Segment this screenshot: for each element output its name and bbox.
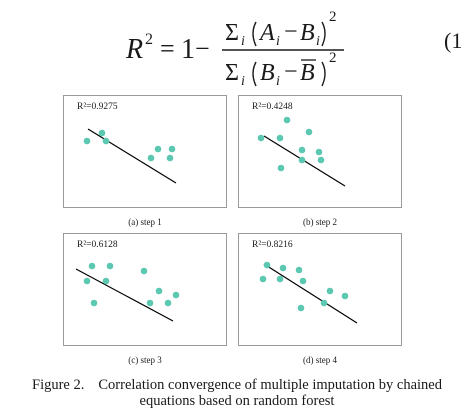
data-point bbox=[276, 275, 284, 283]
data-point bbox=[102, 277, 110, 285]
panel-step-3: R²=0.6128 bbox=[63, 233, 227, 346]
eq-equals: = bbox=[160, 34, 175, 63]
eq-one: 1 bbox=[181, 34, 195, 65]
regression-line bbox=[75, 268, 174, 322]
eq-minus: − bbox=[195, 34, 210, 63]
eq-lhs: R bbox=[125, 34, 143, 65]
eq-num-rparen bbox=[321, 21, 326, 47]
data-point bbox=[276, 134, 284, 142]
scatter-plot bbox=[257, 116, 346, 187]
data-point bbox=[277, 164, 285, 172]
panel-caption: (b) step 2 bbox=[303, 217, 337, 227]
panel-step-2: R²=0.4248 bbox=[238, 95, 402, 208]
eq-num-sup: 2 bbox=[329, 9, 337, 25]
figure-caption-line1: Correlation convergence of multiple impu… bbox=[98, 377, 442, 393]
panel-caption: (a) step 1 bbox=[128, 217, 162, 227]
figure-caption-line2: equations based on random forest bbox=[139, 393, 335, 409]
data-point bbox=[305, 128, 313, 136]
panel-caption: (c) step 3 bbox=[128, 355, 162, 365]
eq-num-sum-sub: i bbox=[241, 34, 245, 49]
data-point bbox=[295, 266, 303, 274]
data-point bbox=[146, 299, 154, 307]
points bbox=[83, 129, 176, 162]
eq-num-A: A bbox=[258, 20, 275, 46]
eq-den-minus: − bbox=[284, 59, 298, 85]
regression-line bbox=[263, 263, 358, 324]
eq-num-minus: − bbox=[284, 19, 298, 45]
r2-value: R²=0.6128 bbox=[77, 240, 118, 250]
data-point bbox=[317, 156, 325, 164]
points bbox=[83, 262, 180, 307]
data-point bbox=[341, 292, 349, 300]
data-point bbox=[83, 137, 91, 145]
data-point bbox=[298, 146, 306, 154]
data-point bbox=[257, 134, 265, 142]
r2-value: R²=0.9275 bbox=[77, 102, 118, 112]
eq-den-rparen bbox=[321, 61, 326, 87]
data-point bbox=[283, 116, 291, 124]
eq-den-Bbar: B bbox=[300, 60, 315, 86]
data-point bbox=[320, 299, 328, 307]
data-point bbox=[168, 145, 176, 153]
data-point bbox=[155, 287, 163, 295]
data-point bbox=[315, 148, 323, 156]
eq-den-B-sub: i bbox=[276, 74, 280, 89]
data-point bbox=[299, 277, 307, 285]
eq-den-sum: Σ bbox=[225, 60, 239, 86]
data-point bbox=[166, 154, 174, 162]
eq-den-B: B bbox=[260, 60, 275, 86]
eq-num-B: B bbox=[300, 20, 315, 46]
regression-line bbox=[87, 128, 177, 184]
data-point bbox=[298, 156, 306, 164]
eq-den-lparen bbox=[252, 61, 257, 87]
data-point bbox=[140, 267, 148, 275]
data-point bbox=[102, 137, 110, 145]
data-point bbox=[83, 277, 91, 285]
data-point bbox=[106, 262, 114, 270]
points bbox=[257, 116, 325, 172]
data-point bbox=[263, 261, 271, 269]
scatter-plot bbox=[75, 262, 180, 322]
figure-label: Figure 2. bbox=[32, 377, 85, 393]
eq-num-sum: Σ bbox=[225, 20, 239, 46]
eq-num-A-sub: i bbox=[276, 34, 280, 49]
eq-den-sup: 2 bbox=[329, 50, 337, 66]
eq-lhs-sup: 2 bbox=[145, 31, 153, 48]
data-point bbox=[164, 299, 172, 307]
data-point bbox=[88, 262, 96, 270]
data-point bbox=[326, 287, 334, 295]
points bbox=[259, 261, 349, 312]
data-point bbox=[259, 275, 267, 283]
eq-num-lparen bbox=[252, 21, 257, 47]
r2-value: R²=0.8216 bbox=[252, 240, 293, 250]
scatter-plot bbox=[259, 261, 358, 324]
equation: R 2 = 1 − Σ i A i − B i 2 Σ i B i − B 2 … bbox=[125, 9, 462, 89]
panel-caption: (d) step 4 bbox=[303, 355, 337, 365]
data-point bbox=[279, 264, 287, 272]
eq-den-sum-sub: i bbox=[241, 74, 245, 89]
data-point bbox=[154, 145, 162, 153]
eq-number: (1 bbox=[444, 28, 462, 53]
data-point bbox=[98, 129, 106, 137]
data-point bbox=[147, 154, 155, 162]
panel-step-1: R²=0.9275 bbox=[63, 95, 227, 208]
eq-num-B-sub: i bbox=[316, 34, 320, 49]
scatter-plot bbox=[83, 128, 177, 184]
figure-caption: Figure 2. Correlation convergence of mult… bbox=[0, 377, 474, 409]
data-point bbox=[172, 291, 180, 299]
r2-value: R²=0.4248 bbox=[252, 102, 293, 112]
panel-step-4: R²=0.8216 bbox=[238, 233, 402, 346]
data-point bbox=[90, 299, 98, 307]
data-point bbox=[297, 304, 305, 312]
